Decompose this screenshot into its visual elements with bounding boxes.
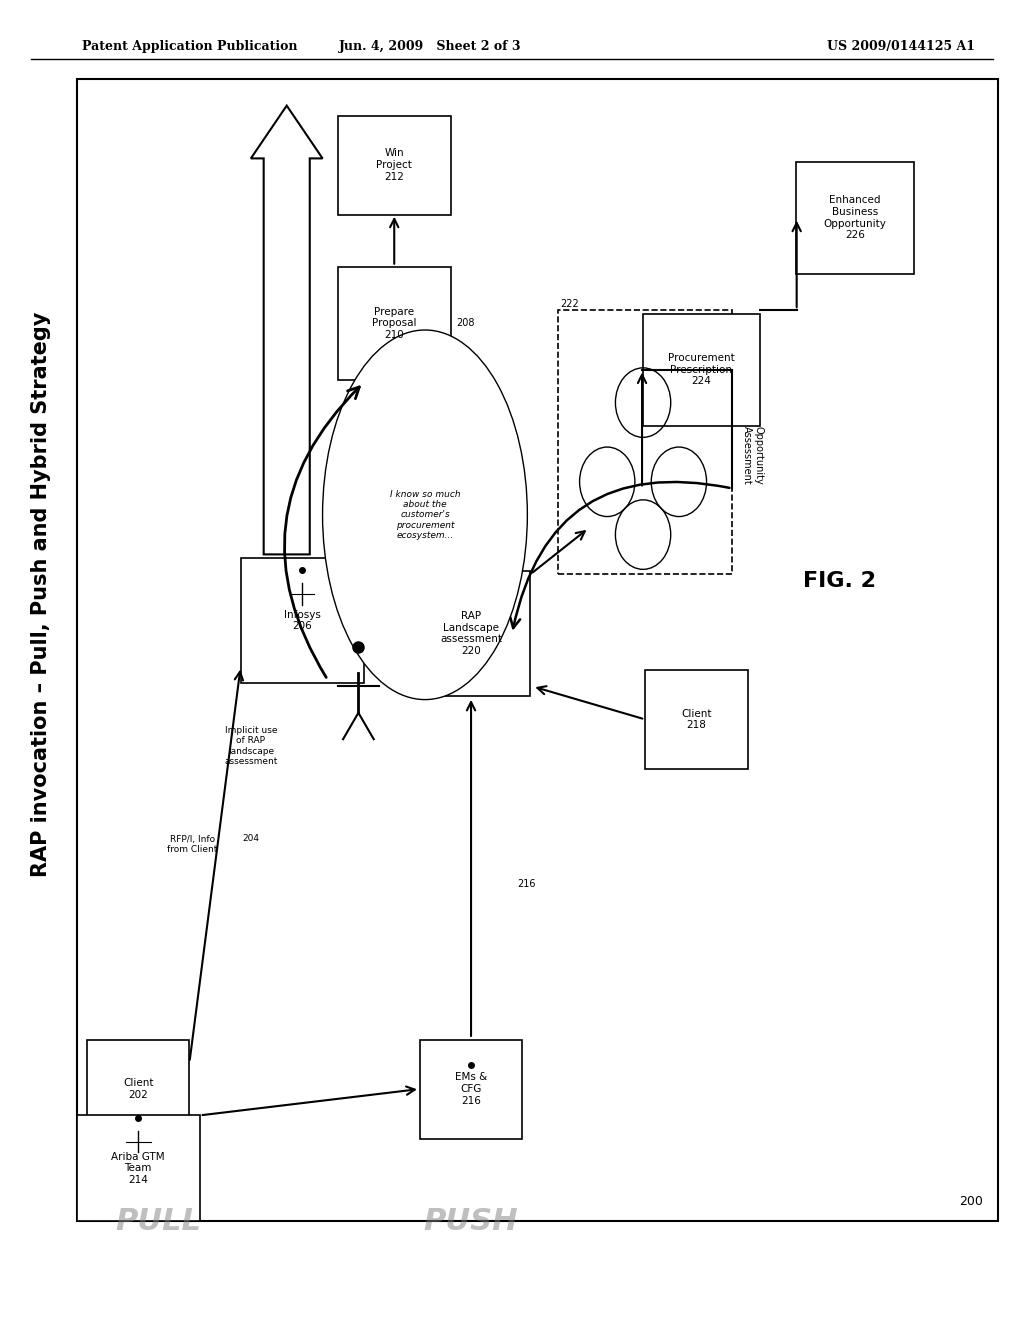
FancyBboxPatch shape <box>87 1040 189 1138</box>
Text: Opportunity
Assessment: Opportunity Assessment <box>741 426 764 484</box>
Text: Implicit use
of RAP
landscape
assessment: Implicit use of RAP landscape assessment <box>224 726 278 766</box>
Text: 208: 208 <box>457 318 475 329</box>
Text: Win
Project
212: Win Project 212 <box>376 148 413 182</box>
FancyBboxPatch shape <box>420 1040 522 1138</box>
Text: RFP/I, Info
from Client: RFP/I, Info from Client <box>167 836 218 854</box>
Text: Client
218: Client 218 <box>681 709 712 730</box>
Text: EMs &
CFG
216: EMs & CFG 216 <box>455 1072 487 1106</box>
Text: PUSH: PUSH <box>424 1206 518 1236</box>
FancyBboxPatch shape <box>77 1115 200 1221</box>
Text: US 2009/0144125 A1: US 2009/0144125 A1 <box>827 40 975 53</box>
Ellipse shape <box>323 330 527 700</box>
FancyBboxPatch shape <box>643 314 760 425</box>
Text: PULL: PULL <box>116 1206 202 1236</box>
FancyBboxPatch shape <box>338 267 451 380</box>
Text: Patent Application Publication: Patent Application Publication <box>82 40 297 53</box>
Text: I know so much
about the
customer's
procurement
ecosystem...: I know so much about the customer's proc… <box>390 490 460 540</box>
FancyBboxPatch shape <box>338 116 451 214</box>
Text: Jun. 4, 2009   Sheet 2 of 3: Jun. 4, 2009 Sheet 2 of 3 <box>339 40 521 53</box>
FancyArrow shape <box>251 106 323 554</box>
Text: Ariba GTM
Team
214: Ariba GTM Team 214 <box>112 1151 165 1185</box>
Text: Procurement
Prescription
224: Procurement Prescription 224 <box>668 352 735 387</box>
FancyBboxPatch shape <box>241 557 364 682</box>
Text: Enhanced
Business
Opportunity
226: Enhanced Business Opportunity 226 <box>823 195 887 240</box>
Text: 200: 200 <box>959 1195 983 1208</box>
FancyBboxPatch shape <box>645 671 748 768</box>
Text: 204: 204 <box>243 834 259 842</box>
Text: 216: 216 <box>517 879 536 890</box>
Bar <box>558 310 732 574</box>
Text: Prepare
Proposal
210: Prepare Proposal 210 <box>372 306 417 341</box>
Text: 222: 222 <box>560 298 579 309</box>
FancyBboxPatch shape <box>412 570 530 697</box>
Bar <box>77 79 998 1221</box>
Text: RAP
Landscape
assessment
220: RAP Landscape assessment 220 <box>440 611 502 656</box>
Text: FIG. 2: FIG. 2 <box>803 570 877 591</box>
Text: RAP invocation – Pull, Push and Hybrid Strategy: RAP invocation – Pull, Push and Hybrid S… <box>31 312 51 876</box>
FancyBboxPatch shape <box>797 162 913 275</box>
Text: Client
202: Client 202 <box>123 1078 154 1100</box>
Text: Infosys
206: Infosys 206 <box>284 610 321 631</box>
